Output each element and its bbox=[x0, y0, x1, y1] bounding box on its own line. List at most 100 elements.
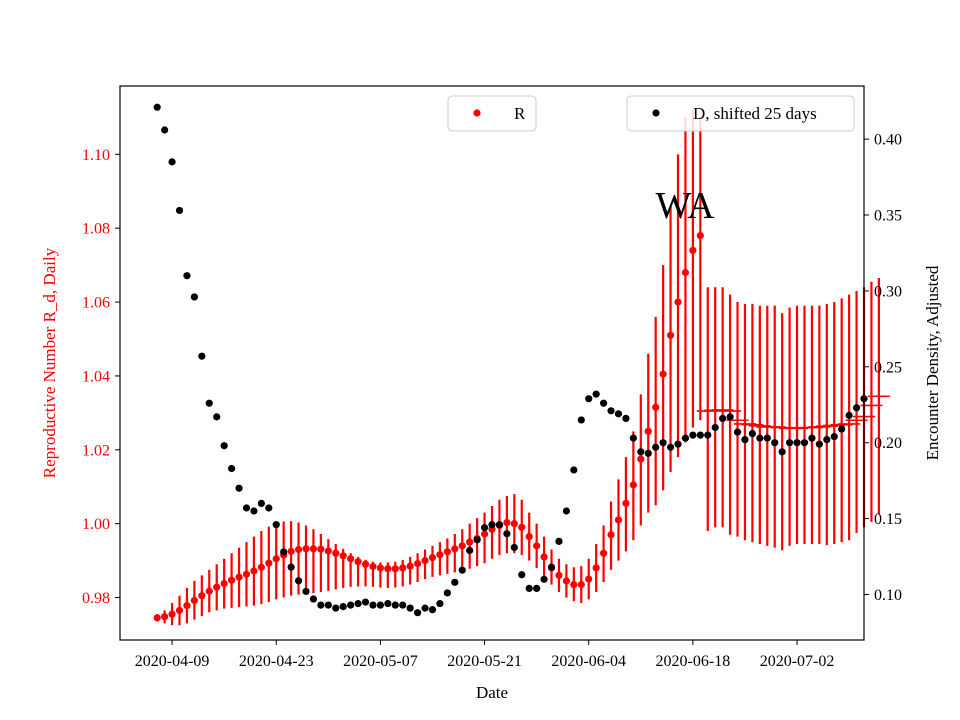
d-point bbox=[607, 407, 615, 415]
y-axis-left: 0.98 1.00 1.02 1.04 1.06 1.08 1.10 bbox=[82, 147, 120, 607]
r-point bbox=[287, 547, 295, 555]
d-point bbox=[235, 484, 243, 492]
r-point bbox=[674, 298, 682, 306]
d-point bbox=[190, 293, 198, 301]
y-left-tick-label: 1.06 bbox=[82, 295, 110, 312]
d-point bbox=[347, 601, 355, 609]
y-left-tick-label: 1.02 bbox=[82, 442, 110, 459]
d-point bbox=[681, 434, 690, 442]
d-point bbox=[733, 428, 742, 436]
d-point bbox=[704, 431, 712, 439]
d-point bbox=[220, 442, 228, 450]
r-point bbox=[533, 542, 541, 550]
d-point bbox=[741, 436, 749, 444]
d-point bbox=[153, 103, 161, 111]
x-axis: 2020-04-09 2020-04-23 2020-05-07 2020-05-21… bbox=[135, 640, 835, 670]
d-point bbox=[473, 536, 481, 544]
legend-r-label: R bbox=[514, 104, 526, 123]
d-point bbox=[845, 411, 853, 419]
d-point bbox=[503, 530, 511, 538]
d-point bbox=[480, 524, 489, 532]
d-point bbox=[436, 599, 444, 608]
d-point bbox=[756, 434, 764, 442]
r-point bbox=[689, 246, 697, 254]
r-point bbox=[458, 542, 466, 550]
d-point bbox=[823, 436, 831, 444]
r-point bbox=[309, 545, 318, 553]
d-point bbox=[585, 395, 593, 403]
r-point bbox=[213, 583, 221, 591]
d-point bbox=[168, 158, 176, 166]
d-point bbox=[399, 601, 407, 609]
y-right-tick-label: 0.10 bbox=[874, 587, 902, 604]
r-point bbox=[414, 559, 422, 568]
r-point bbox=[347, 555, 355, 563]
r-point bbox=[510, 520, 518, 528]
legend-r-marker bbox=[473, 109, 481, 117]
legend-d-label: D, shifted 25 days bbox=[693, 104, 817, 123]
x-tick-label: 2020-06-04 bbox=[551, 653, 626, 670]
d-point bbox=[332, 604, 340, 612]
d-point bbox=[495, 521, 504, 529]
d-point bbox=[384, 599, 392, 608]
r-point bbox=[525, 532, 533, 541]
r-point bbox=[183, 602, 191, 610]
d-point bbox=[652, 443, 660, 451]
r-point bbox=[518, 523, 526, 531]
d-point bbox=[421, 604, 429, 612]
d-point bbox=[830, 433, 838, 441]
d-point bbox=[562, 507, 571, 515]
d-point bbox=[257, 499, 265, 507]
y-right-tick-label: 0.25 bbox=[874, 359, 902, 376]
d-point bbox=[183, 272, 191, 280]
r-point bbox=[644, 427, 652, 435]
r-point bbox=[376, 564, 384, 572]
d-point bbox=[376, 601, 384, 609]
d-point bbox=[674, 440, 682, 448]
r-error-bars bbox=[156, 110, 880, 626]
d-point bbox=[614, 410, 623, 418]
r-point bbox=[666, 331, 675, 339]
r-point bbox=[503, 518, 511, 527]
r-point bbox=[294, 545, 303, 554]
d-point bbox=[711, 423, 719, 432]
r-point bbox=[190, 596, 198, 605]
d-point bbox=[175, 206, 184, 215]
legend-d: D, shifted 25 days bbox=[626, 95, 855, 132]
r-point bbox=[175, 606, 184, 615]
d-point bbox=[659, 439, 667, 447]
r-point bbox=[622, 499, 630, 507]
d-point bbox=[414, 609, 422, 617]
plot-frame bbox=[119, 85, 865, 641]
r-point bbox=[339, 552, 347, 560]
d-point bbox=[317, 601, 325, 609]
d-point bbox=[793, 439, 801, 447]
r-point bbox=[391, 565, 399, 573]
d-point bbox=[428, 606, 437, 614]
x-tick-label: 2020-07-02 bbox=[760, 653, 835, 670]
d-point bbox=[547, 563, 556, 571]
r-point bbox=[451, 545, 459, 553]
r-point bbox=[399, 564, 407, 572]
d-point bbox=[808, 434, 816, 442]
d-point bbox=[815, 440, 823, 448]
d-point bbox=[719, 414, 727, 422]
r-point bbox=[480, 530, 489, 538]
r-point bbox=[555, 571, 563, 579]
d-point bbox=[629, 434, 637, 442]
r-point bbox=[265, 559, 273, 567]
r-point bbox=[220, 579, 228, 588]
d-point bbox=[763, 434, 771, 442]
r-point bbox=[384, 565, 392, 573]
d-point bbox=[354, 599, 362, 608]
r-point bbox=[436, 551, 444, 559]
d-point bbox=[726, 413, 734, 421]
d-point bbox=[287, 563, 295, 571]
d-point bbox=[771, 439, 779, 447]
d-point bbox=[525, 584, 533, 592]
r-point bbox=[600, 549, 608, 557]
r-point bbox=[228, 576, 236, 584]
d-point bbox=[213, 413, 221, 421]
r-points bbox=[153, 231, 704, 622]
x-tick-label: 2020-06-18 bbox=[656, 653, 731, 670]
